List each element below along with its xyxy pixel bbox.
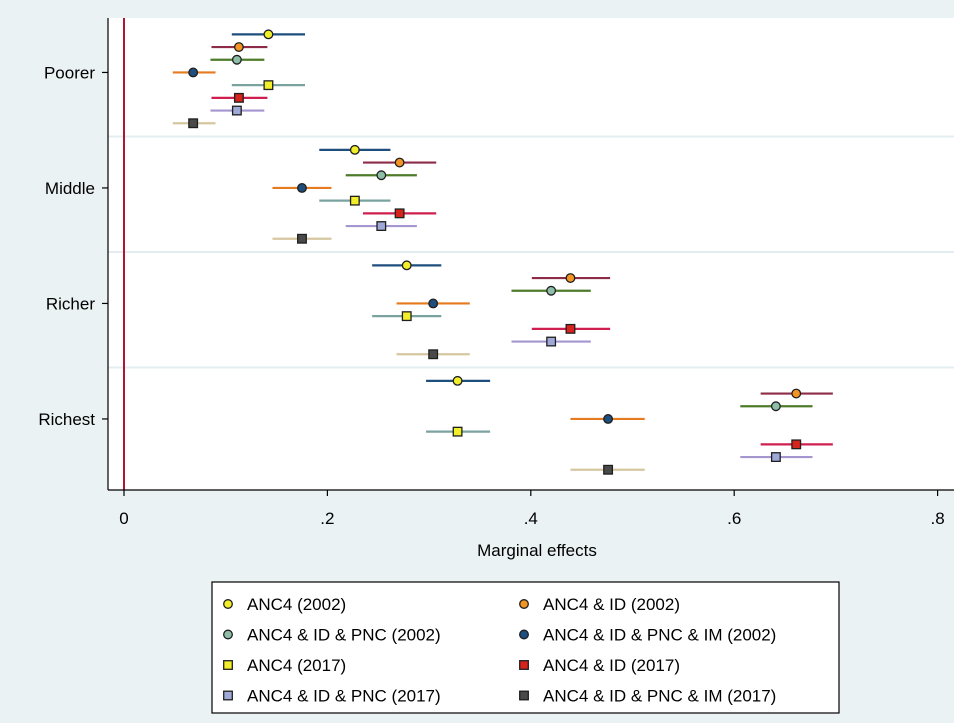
legend-label: ANC4 (2017) [247, 656, 346, 675]
x-axis-ticks: 0 .2 .4 .6 .8 [119, 490, 945, 528]
point-estimate [565, 273, 576, 284]
point-estimate [188, 118, 199, 129]
legend-marker [223, 660, 233, 670]
point-estimate [791, 388, 802, 399]
legend-marker [519, 660, 529, 670]
legend-marker [223, 629, 233, 640]
legend-label: ANC4 & ID (2017) [543, 656, 680, 675]
point-estimate [603, 464, 614, 475]
legend-marker [223, 599, 233, 609]
series-anc4-id-2002 [211, 42, 833, 399]
point-estimate [263, 80, 274, 91]
series-anc4-id-pnc-2017 [210, 105, 813, 463]
point-estimate [401, 311, 412, 322]
point-estimate [349, 144, 360, 155]
legend-label: ANC4 & ID (2002) [543, 595, 680, 614]
point-estimate [233, 92, 244, 103]
plot-area [108, 18, 954, 490]
legend-item: ANC4 & ID & PNC (2002) [223, 626, 441, 645]
group-separators [108, 135, 954, 369]
legend-label: ANC4 & ID & PNC & IM (2017) [543, 687, 776, 706]
point-estimate [233, 42, 244, 53]
point-estimate [546, 336, 557, 347]
point-estimate [394, 157, 405, 168]
x-tick-label: 0 [119, 509, 128, 528]
series-anc4-id-2017 [211, 92, 833, 450]
point-estimate [428, 349, 439, 360]
point-estimate [376, 170, 387, 181]
point-estimate [546, 285, 557, 296]
legend-item: ANC4 (2002) [223, 595, 346, 614]
legend-item: ANC4 & ID & PNC & IM (2002) [519, 626, 776, 645]
y-category-label: Richer [46, 294, 95, 313]
point-estimate [188, 67, 199, 78]
series-marks [172, 29, 833, 475]
y-category-label: Poorer [44, 63, 95, 82]
legend-entries: ANC4 (2002) ANC4 & ID (2002) ANC4 & ID & P… [223, 595, 776, 706]
point-estimate [349, 195, 360, 206]
legend-item: ANC4 & ID (2002) [519, 595, 680, 614]
series-anc4-id-pnc-im-2002 [172, 67, 645, 424]
legend-item: ANC4 & ID (2017) [519, 656, 680, 675]
point-estimate [401, 260, 412, 271]
x-tick-label: .4 [524, 509, 538, 528]
point-estimate [565, 323, 576, 334]
series-anc4-id-pnc-2002 [210, 54, 813, 412]
legend-item: ANC4 (2017) [223, 656, 346, 675]
point-estimate [231, 54, 242, 65]
legend: ANC4 (2002) ANC4 & ID (2002) ANC4 & ID & P… [211, 581, 840, 714]
legend-label: ANC4 & ID & PNC & IM (2002) [543, 626, 776, 645]
point-estimate [376, 221, 387, 232]
legend-label: ANC4 & ID & PNC (2002) [247, 626, 441, 645]
series-anc4-id-pnc-im-2017 [172, 118, 645, 475]
series-anc4-2017 [231, 80, 491, 437]
x-tick-label: .8 [931, 509, 945, 528]
x-tick-label: .2 [320, 509, 334, 528]
x-axis-label: Marginal effects [477, 541, 597, 560]
legend-item: ANC4 & ID & PNC (2017) [223, 687, 441, 706]
x-tick-label: .6 [727, 509, 741, 528]
point-estimate [603, 414, 614, 424]
legend-marker [519, 599, 529, 609]
y-category-label: Richest [38, 410, 95, 429]
point-estimate [231, 105, 242, 116]
y-axis-categories: Poorer Middle Richer Richest [38, 63, 108, 429]
point-estimate [452, 375, 463, 386]
point-estimate [297, 182, 307, 193]
point-estimate [394, 208, 405, 219]
point-estimate [791, 439, 802, 450]
y-category-label: Middle [45, 179, 95, 198]
legend-marker [519, 629, 529, 640]
legend-marker [519, 690, 529, 701]
point-estimate [297, 233, 307, 244]
point-estimate [770, 401, 781, 412]
series-anc4-2002 [231, 29, 491, 386]
legend-label: ANC4 (2002) [247, 595, 346, 614]
point-estimate [770, 452, 781, 463]
point-estimate [452, 426, 463, 437]
point-estimate [428, 298, 439, 309]
legend-label: ANC4 & ID & PNC (2017) [247, 687, 441, 706]
legend-marker [223, 690, 233, 701]
legend-item: ANC4 & ID & PNC & IM (2017) [519, 687, 776, 706]
point-estimate [263, 29, 274, 40]
